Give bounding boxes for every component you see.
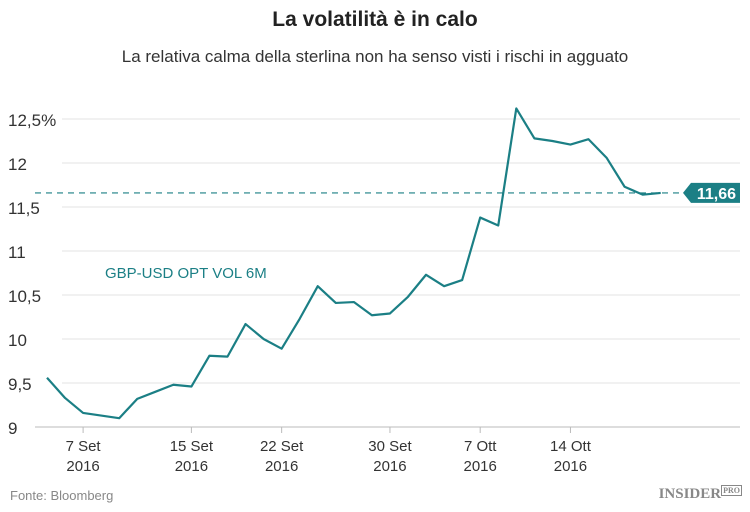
y-tick-label: 12,5% <box>8 111 56 130</box>
x-tick-year: 2016 <box>66 458 99 475</box>
x-tick-label: 7 Set <box>66 438 102 455</box>
x-tick-label: 14 Ott <box>550 438 592 455</box>
chart-subtitle: La relativa calma della sterlina non ha … <box>121 47 629 66</box>
x-tick-year: 2016 <box>373 458 406 475</box>
x-tick-label: 15 Set <box>170 438 214 455</box>
series-line <box>46 107 661 420</box>
series-label: GBP-USD OPT VOL 6M <box>105 265 267 282</box>
x-tick-year: 2016 <box>464 458 497 475</box>
last-value-badge <box>683 182 740 203</box>
last-value-label: 11,66 <box>697 186 736 203</box>
y-tick-label: 10,5 <box>8 287 41 306</box>
x-tick-year: 2016 <box>554 458 587 475</box>
chart-title: La volatilità è in calo <box>272 8 478 31</box>
y-tick-label: 12 <box>8 155 27 174</box>
x-tick-year: 2016 <box>265 458 298 475</box>
insider-pro-logo: INSIDER PRO <box>658 485 742 502</box>
x-tick-label: 22 Set <box>260 438 304 455</box>
x-tick-year: 2016 <box>175 458 208 475</box>
y-tick-label: 10 <box>8 331 27 350</box>
x-tick-label: 7 Ott <box>464 438 497 455</box>
source-note: Fonte: Bloomberg <box>10 488 114 503</box>
x-tick-label: 30 Set <box>368 438 412 455</box>
y-tick-label: 11,5 <box>8 199 40 218</box>
y-tick-label: 11 <box>8 243 26 262</box>
y-tick-label: 9 <box>8 419 17 438</box>
y-tick-label: 9,5 <box>8 375 32 394</box>
